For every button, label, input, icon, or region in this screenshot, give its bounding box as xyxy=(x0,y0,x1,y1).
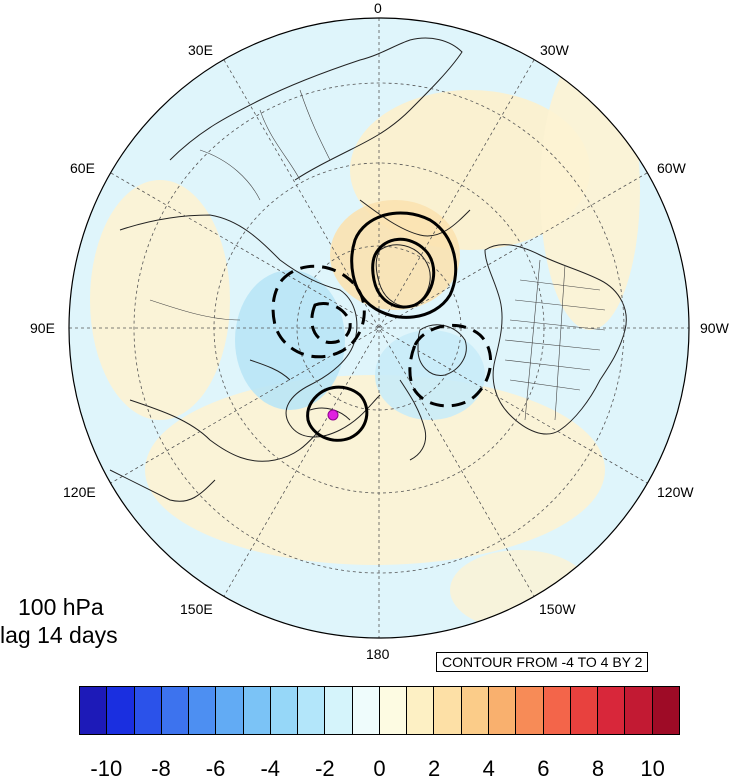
colorbar-tick-label: -2 xyxy=(315,756,335,781)
lon-label-150e: 150E xyxy=(180,601,213,617)
colorbar-cell xyxy=(189,687,217,734)
lag-label: lag 14 days xyxy=(0,622,118,648)
colorbar-tick-label: 4 xyxy=(482,756,495,781)
colorbar-tick-label: -8 xyxy=(151,756,171,781)
lon-label-60e: 60E xyxy=(70,160,95,176)
lon-label-30w: 30W xyxy=(540,42,569,58)
lon-label-120w: 120W xyxy=(657,484,694,500)
positive-anomaly-band xyxy=(145,375,605,565)
colorbar-cell xyxy=(270,687,299,734)
lon-label-90e: 90E xyxy=(30,320,55,336)
colorbar-tick-label: 6 xyxy=(537,756,550,781)
colorbar-cell xyxy=(598,687,626,734)
colorbar-cell xyxy=(379,687,408,734)
colorbar-cell xyxy=(243,687,271,734)
colorbar-cell xyxy=(80,687,108,734)
colorbar-cell xyxy=(161,687,190,734)
location-marker xyxy=(327,409,339,421)
colorbar-tick-label: 0 xyxy=(373,756,386,781)
colorbar-cell xyxy=(325,687,353,734)
positive-anomaly-band xyxy=(450,550,590,630)
negative-contours xyxy=(271,264,493,408)
map-border xyxy=(68,17,690,639)
positive-anomaly-band xyxy=(90,180,230,420)
colorbar-cell xyxy=(652,687,679,734)
colorbar-cell xyxy=(625,687,653,734)
colorbar-tick-label: 10 xyxy=(640,756,665,781)
colorbar-cell xyxy=(461,687,489,734)
positive-anomaly-band xyxy=(540,50,640,330)
coastlines xyxy=(109,37,627,502)
colorbar-cell xyxy=(434,687,462,734)
positive-anomaly-core xyxy=(330,200,460,310)
lon-label-0: 0 xyxy=(374,0,382,16)
contour-info-box: CONTOUR FROM -4 TO 4 BY 2 xyxy=(436,652,649,672)
lon-label-30e: 30E xyxy=(188,42,213,58)
colorbar-tick-label: -10 xyxy=(90,756,123,781)
lon-label-150w: 150W xyxy=(539,601,576,617)
lon-label-90w: 90W xyxy=(700,320,729,336)
pressure-level-label: 100 hPa xyxy=(18,594,104,620)
graticule xyxy=(69,18,689,638)
lon-label-180: 180 xyxy=(366,646,390,662)
colorbar-tick-label: -6 xyxy=(205,756,226,781)
colorbar-cell xyxy=(570,687,599,734)
colorbar-cell xyxy=(216,687,244,734)
lon-label-60w: 60W xyxy=(657,160,686,176)
colorbar-cell xyxy=(134,687,162,734)
colorbar-cell xyxy=(107,687,135,734)
colorbar-cell xyxy=(407,687,435,734)
colorbar xyxy=(79,686,680,735)
colorbar-cell xyxy=(298,687,326,734)
colorbar-cell xyxy=(488,687,517,734)
colorbar-tick-label: 8 xyxy=(591,756,605,781)
colorbar-tick-label: 2 xyxy=(428,756,441,781)
negative-anomaly-core xyxy=(375,330,485,420)
colorbar-cell xyxy=(516,687,544,734)
colorbar-cell xyxy=(543,687,571,734)
colorbar-tick-label: -4 xyxy=(260,756,280,781)
colorbar-cell xyxy=(352,687,380,734)
country-borders xyxy=(149,89,606,421)
lon-label-120e: 120E xyxy=(63,484,96,500)
